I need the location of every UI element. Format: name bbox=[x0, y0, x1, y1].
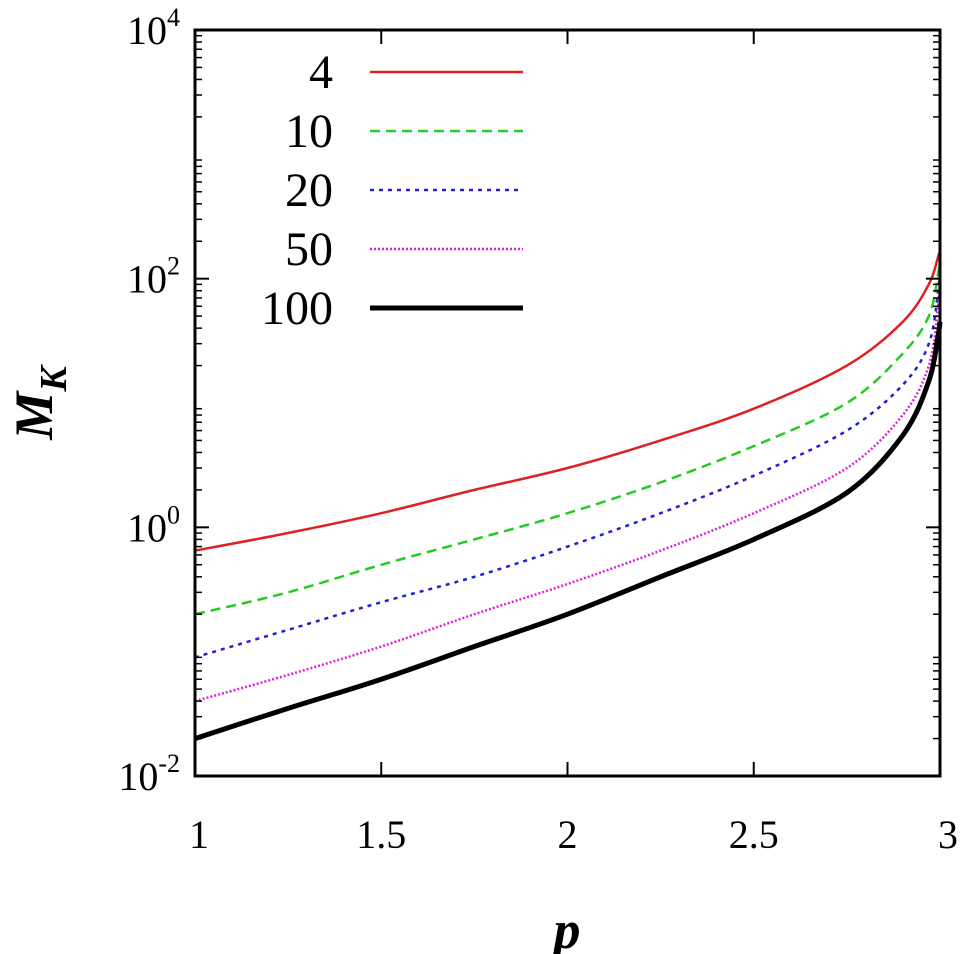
y-axis-title-subscript: K bbox=[33, 364, 75, 393]
y-tick-label: 100 bbox=[127, 500, 180, 550]
x-tick-label: 2 bbox=[558, 812, 578, 857]
y-axis-title: MK bbox=[4, 364, 75, 441]
x-tick-label: 1.5 bbox=[356, 812, 406, 857]
series-line-100 bbox=[194, 321, 943, 741]
x-axis-ticks: 1 1.5 2 2.5 3 bbox=[189, 30, 958, 857]
x-axis-title: p bbox=[550, 900, 581, 954]
y-tick-label: 10-2 bbox=[118, 749, 180, 799]
legend-label-50: 50 bbox=[285, 223, 333, 276]
x-tick-label: 2.5 bbox=[729, 812, 779, 857]
series-line-20 bbox=[194, 260, 942, 659]
y-axis-title-main: M bbox=[4, 390, 64, 441]
series-line-4 bbox=[194, 249, 942, 552]
y-tick-label: 104 bbox=[127, 3, 180, 53]
x-tick-label: 1 bbox=[189, 812, 209, 857]
legend-label-100: 100 bbox=[261, 282, 333, 335]
legend-label-20: 20 bbox=[285, 164, 333, 217]
series-line-50 bbox=[194, 268, 942, 703]
y-tick-label: 102 bbox=[127, 252, 180, 302]
svg-text:MK: MK bbox=[4, 364, 75, 441]
legend: 4 10 20 50 100 bbox=[261, 46, 523, 335]
series-line-10 bbox=[194, 256, 942, 616]
legend-label-10: 10 bbox=[285, 105, 333, 158]
legend-label-4: 4 bbox=[309, 46, 333, 99]
plot-lines bbox=[194, 249, 943, 741]
x-tick-label: 3 bbox=[938, 812, 958, 857]
